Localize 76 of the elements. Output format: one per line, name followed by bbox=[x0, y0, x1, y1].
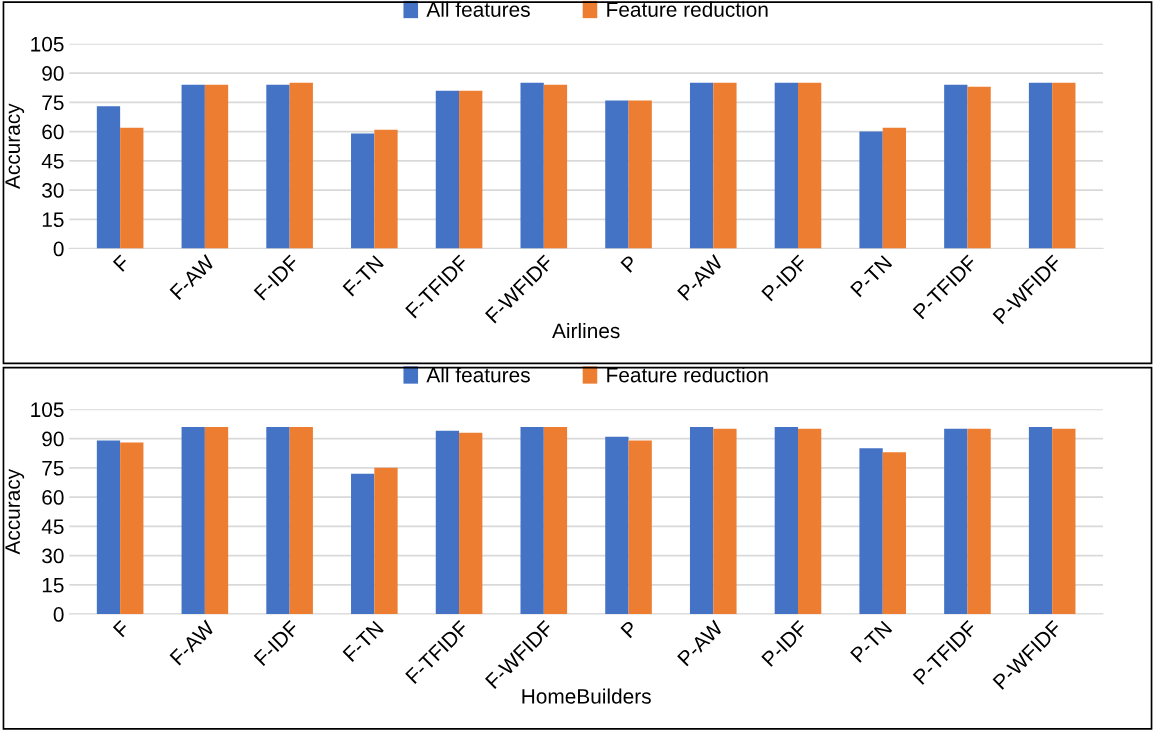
y-tick-label: 75 bbox=[42, 461, 64, 476]
bar bbox=[543, 84, 568, 249]
bar bbox=[689, 426, 714, 615]
bar bbox=[1052, 82, 1076, 249]
bar bbox=[1028, 426, 1053, 615]
y-tick-label: 45 bbox=[41, 519, 64, 535]
y-tick-label: 0 bbox=[53, 241, 64, 257]
bar bbox=[204, 84, 229, 249]
bar bbox=[713, 428, 737, 615]
legend-label: Feature reduction bbox=[607, 1, 768, 17]
y-tick-label: 105 bbox=[31, 36, 64, 52]
bar bbox=[605, 100, 629, 249]
bar bbox=[944, 84, 968, 249]
x-tick-label: F bbox=[112, 620, 131, 638]
bar bbox=[435, 90, 460, 249]
y-axis-title: Accuracy bbox=[5, 103, 25, 189]
bar bbox=[520, 426, 544, 615]
y-tick-label: 30 bbox=[42, 183, 64, 198]
bar bbox=[351, 473, 375, 615]
bar bbox=[181, 84, 205, 249]
bar bbox=[520, 82, 544, 249]
y-tick-label: 45 bbox=[41, 154, 64, 169]
bar bbox=[96, 106, 121, 249]
bar bbox=[289, 426, 313, 615]
legend-label: Feature reduction bbox=[607, 367, 768, 383]
bar bbox=[266, 84, 290, 249]
bar bbox=[944, 428, 968, 615]
bar bbox=[204, 426, 229, 615]
bar bbox=[181, 426, 205, 615]
y-axis-title: Accuracy bbox=[5, 468, 25, 555]
x-axis-title: HomeBuilders bbox=[522, 688, 651, 704]
bar bbox=[797, 82, 822, 249]
bar bbox=[774, 426, 798, 615]
bar bbox=[266, 426, 290, 615]
bar bbox=[1052, 428, 1076, 615]
bar bbox=[713, 82, 737, 249]
bar bbox=[628, 440, 652, 615]
x-tick-label: P bbox=[620, 620, 639, 639]
bar bbox=[435, 430, 460, 615]
bar bbox=[374, 467, 398, 615]
y-tick-label: 90 bbox=[42, 66, 64, 81]
bar bbox=[543, 426, 568, 615]
y-tick-label: 15 bbox=[42, 578, 64, 593]
bar bbox=[605, 436, 629, 615]
bar bbox=[774, 82, 798, 249]
bar bbox=[689, 82, 714, 249]
bar bbox=[120, 127, 144, 249]
bar bbox=[351, 133, 375, 249]
bar bbox=[459, 90, 483, 249]
x-tick-label: P bbox=[620, 254, 639, 273]
bar bbox=[1028, 82, 1053, 249]
y-tick-label: 60 bbox=[42, 490, 64, 505]
y-tick-label: 60 bbox=[42, 124, 64, 140]
bar bbox=[859, 131, 883, 249]
bar bbox=[96, 440, 121, 615]
y-tick-label: 90 bbox=[42, 431, 64, 447]
x-axis-title: Airlines bbox=[552, 322, 620, 339]
y-tick-label: 0 bbox=[53, 607, 64, 622]
bar bbox=[882, 452, 907, 615]
bar bbox=[797, 428, 822, 615]
legend-label: All features bbox=[426, 367, 530, 383]
y-tick-label: 105 bbox=[31, 402, 64, 418]
bar bbox=[120, 442, 144, 615]
y-tick-label: 75 bbox=[42, 95, 64, 111]
bar bbox=[289, 82, 313, 249]
x-tick-label: F bbox=[112, 254, 131, 272]
bar bbox=[859, 448, 883, 615]
y-tick-label: 15 bbox=[42, 212, 64, 228]
bar bbox=[967, 428, 991, 615]
bar bbox=[628, 100, 652, 249]
legend-label: All features bbox=[426, 1, 530, 17]
bar bbox=[374, 129, 398, 249]
bar bbox=[882, 127, 907, 249]
bar bbox=[967, 86, 991, 249]
bar bbox=[459, 432, 483, 615]
y-tick-label: 30 bbox=[42, 548, 64, 564]
